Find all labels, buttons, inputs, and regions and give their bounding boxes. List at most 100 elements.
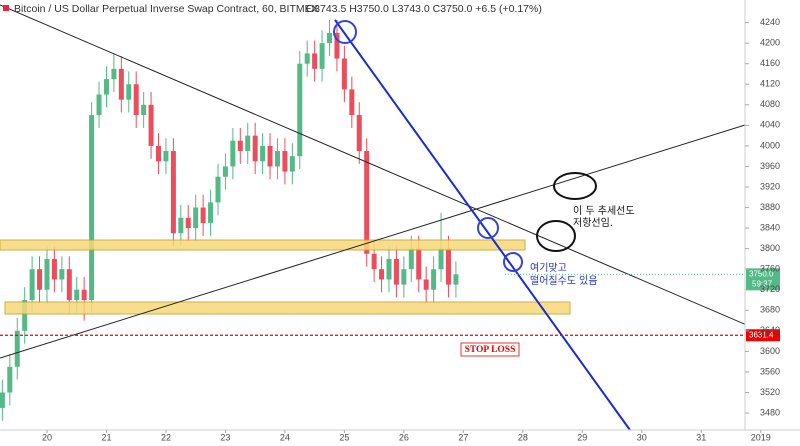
- candle-body: [74, 289, 80, 301]
- y-tick-label: 3520: [760, 387, 780, 397]
- ellipse-marker: [553, 172, 597, 200]
- candle-body: [453, 274, 459, 285]
- candle-body: [274, 151, 280, 167]
- y-tick-label: 3600: [760, 346, 780, 356]
- y-tick-label: 3560: [760, 366, 780, 376]
- x-tick-label: 27: [458, 432, 468, 442]
- overlay: 3631.4 3750.059:37: [0, 268, 780, 342]
- candle-body: [0, 392, 5, 408]
- candle-body: [22, 300, 28, 331]
- ellipse-marker: [536, 220, 576, 252]
- trend-line: [0, 124, 746, 359]
- candle-body: [126, 84, 132, 100]
- x-tick-label: 26: [399, 432, 409, 442]
- annotation: 여기맞고: [530, 262, 567, 274]
- price-axis: [745, 0, 800, 446]
- ohlc-readout: O3743.5 H3750.0 L3743.0 C3750.0 +6.5 (+0…: [306, 3, 542, 15]
- support-zone: [4, 301, 571, 315]
- candle-body: [222, 166, 228, 177]
- resistance-zone: [0, 239, 526, 251]
- candle-body: [185, 217, 191, 229]
- candle-body: [289, 156, 295, 172]
- candle-body: [51, 258, 57, 280]
- y-tick-label: 3640: [760, 325, 780, 335]
- candle-body: [438, 248, 444, 270]
- candles: [0, 20, 459, 421]
- candle-body: [208, 202, 214, 223]
- candle-body: [319, 43, 325, 69]
- x-tick-label: 2019: [751, 432, 771, 442]
- candle-body: [103, 79, 109, 95]
- candle-body: [364, 151, 370, 254]
- y-tick-label: 4000: [760, 140, 780, 150]
- x-tick-label: 25: [339, 432, 349, 442]
- candle-body: [230, 140, 236, 167]
- y-tick-label: 3960: [760, 161, 780, 171]
- candle-body: [156, 145, 162, 162]
- candle-body: [423, 279, 429, 290]
- candle-body: [133, 84, 139, 116]
- candle-body: [96, 94, 102, 116]
- y-tick-label: 4200: [760, 38, 780, 48]
- candle-body: [260, 145, 266, 162]
- y-tick-label: 4240: [760, 17, 780, 27]
- candle-body: [178, 217, 184, 234]
- x-tick-label: 22: [161, 432, 171, 442]
- y-tick-label: 3880: [760, 202, 780, 212]
- candle-body: [408, 248, 414, 270]
- candle-body: [431, 269, 437, 290]
- candle-body: [267, 145, 273, 167]
- candle-body: [200, 207, 206, 223]
- candle-body: [341, 58, 347, 90]
- x-tick-label: 28: [518, 432, 528, 442]
- annotation: 이 두 추세선도: [573, 205, 635, 217]
- y-tick-label: 4080: [760, 99, 780, 109]
- annotation: 저항선임.: [573, 216, 613, 229]
- candle-body: [252, 135, 258, 162]
- stop-loss-label: 3631.4: [749, 330, 774, 339]
- candle-body: [170, 151, 176, 234]
- y-tick-label: 3720: [760, 284, 780, 294]
- candle-body: [237, 140, 243, 152]
- candle-body: [148, 104, 154, 146]
- price-tag: [746, 329, 780, 342]
- x-tick-label: 30: [637, 432, 647, 442]
- price-tag: [746, 268, 780, 291]
- x-tick-label: 24: [280, 432, 290, 442]
- candle-body: [29, 269, 35, 301]
- x-tick-label: 23: [220, 432, 230, 442]
- candle-body: [304, 53, 310, 64]
- stop-loss-box: [460, 342, 520, 357]
- candle-body: [89, 115, 95, 301]
- x-tick-label: 21: [101, 432, 111, 442]
- trend-line: [0, 4, 771, 336]
- candle-body: [282, 151, 288, 172]
- candle-body: [193, 207, 199, 229]
- x-tick-label: 20: [42, 432, 52, 442]
- candle-body: [445, 248, 451, 285]
- time-axis: [0, 430, 800, 446]
- candle-body: [312, 53, 318, 69]
- annotation: 떨어질수도 있음: [530, 275, 598, 287]
- y-tick-label: 3480: [760, 407, 780, 417]
- candle-body: [356, 115, 362, 152]
- status-icon: [3, 5, 9, 11]
- candle-body: [118, 68, 124, 100]
- y-tick-label: 3680: [760, 305, 780, 315]
- candle-body: [44, 258, 50, 290]
- y-tick-label: 4120: [760, 79, 780, 89]
- candle-body: [327, 32, 333, 44]
- candle-body: [163, 151, 169, 162]
- circle-marker: [333, 20, 357, 44]
- y-tick-label: 3760: [760, 264, 780, 274]
- candle-body: [371, 253, 377, 270]
- candle-body: [416, 248, 422, 280]
- candle-body: [334, 32, 340, 59]
- y-tick-label: 3920: [760, 181, 780, 191]
- y-tick-label: 4160: [760, 58, 780, 68]
- candle-body: [393, 258, 399, 285]
- x-tick-label: 31: [696, 432, 706, 442]
- y-tick-label: 3840: [760, 222, 780, 232]
